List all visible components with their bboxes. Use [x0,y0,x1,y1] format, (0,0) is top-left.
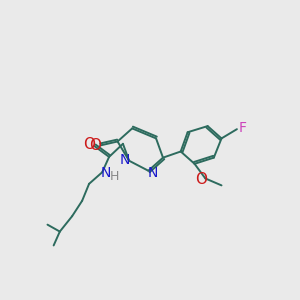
Text: H: H [110,169,119,183]
Text: O: O [89,138,101,153]
Text: N: N [101,166,111,180]
Text: O: O [83,137,95,152]
Text: O: O [196,172,208,187]
Text: N: N [148,166,158,180]
Text: F: F [239,121,247,135]
Text: N: N [119,153,130,167]
